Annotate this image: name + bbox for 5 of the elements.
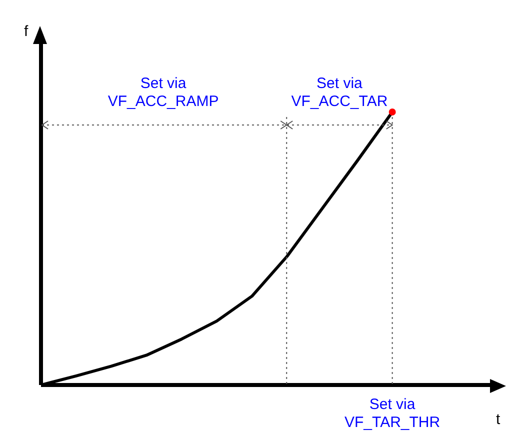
text: Set via VF_ACC_RAMP [108,74,219,110]
y-axis-title: f [24,23,29,40]
text: Set via VF_TAR_THR [344,396,440,431]
x-axis-title: t [496,411,501,428]
text: Set via VF_ACC_TAR [291,74,388,110]
